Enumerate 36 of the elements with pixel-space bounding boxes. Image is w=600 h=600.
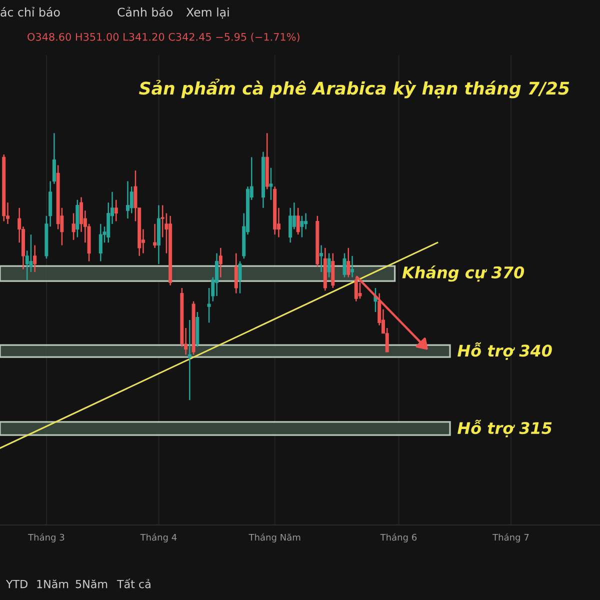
candlestick [269, 167, 273, 200]
candlestick [300, 215, 304, 238]
text: Cảnh báo [118, 6, 172, 17]
candlestick [72, 212, 76, 241]
candlestick [358, 282, 362, 300]
candlestick [238, 260, 242, 294]
candlestick [234, 252, 238, 294]
candlestick [98, 223, 102, 262]
candlestick [114, 199, 118, 222]
chart-title: Sản phẩm cà phê Arabica kỳ hạn tháng 7/25 [139, 78, 570, 98]
x-tick-label: Tháng 4 [140, 533, 177, 542]
text: ác chỉ báo [0, 6, 60, 17]
band-label: Hỗ trợ 340 [458, 342, 552, 360]
candlestick [342, 252, 346, 278]
candlestick [320, 244, 324, 273]
x-tick-label: Tháng 7 [492, 533, 529, 542]
candlestick [296, 207, 300, 236]
candlestick [350, 255, 354, 278]
x-tick-label: Tháng 3 [28, 533, 64, 542]
x-tick-label: Tháng 6 [380, 533, 417, 542]
candlestick [188, 319, 192, 401]
text: 5Năm [76, 580, 108, 588]
candlestick [327, 252, 331, 278]
candlestick [153, 223, 157, 249]
text: Xem lại [186, 7, 229, 19]
candlestick [126, 180, 130, 220]
band-label: Hỗ trợ 315 [458, 420, 552, 438]
band-label: Kháng cự 370 [402, 265, 524, 282]
candlestick [218, 247, 222, 278]
text: YTD [6, 580, 28, 588]
x-tick-label: Tháng Năm [248, 533, 300, 542]
text: Tất cả [116, 578, 150, 588]
candlestick [346, 247, 350, 278]
candlestick [304, 212, 308, 230]
text: 1Năm [37, 580, 68, 588]
text: O348.60 H351.00 L341.20 C342.45 −5.95 (−1.71%) [28, 32, 300, 42]
